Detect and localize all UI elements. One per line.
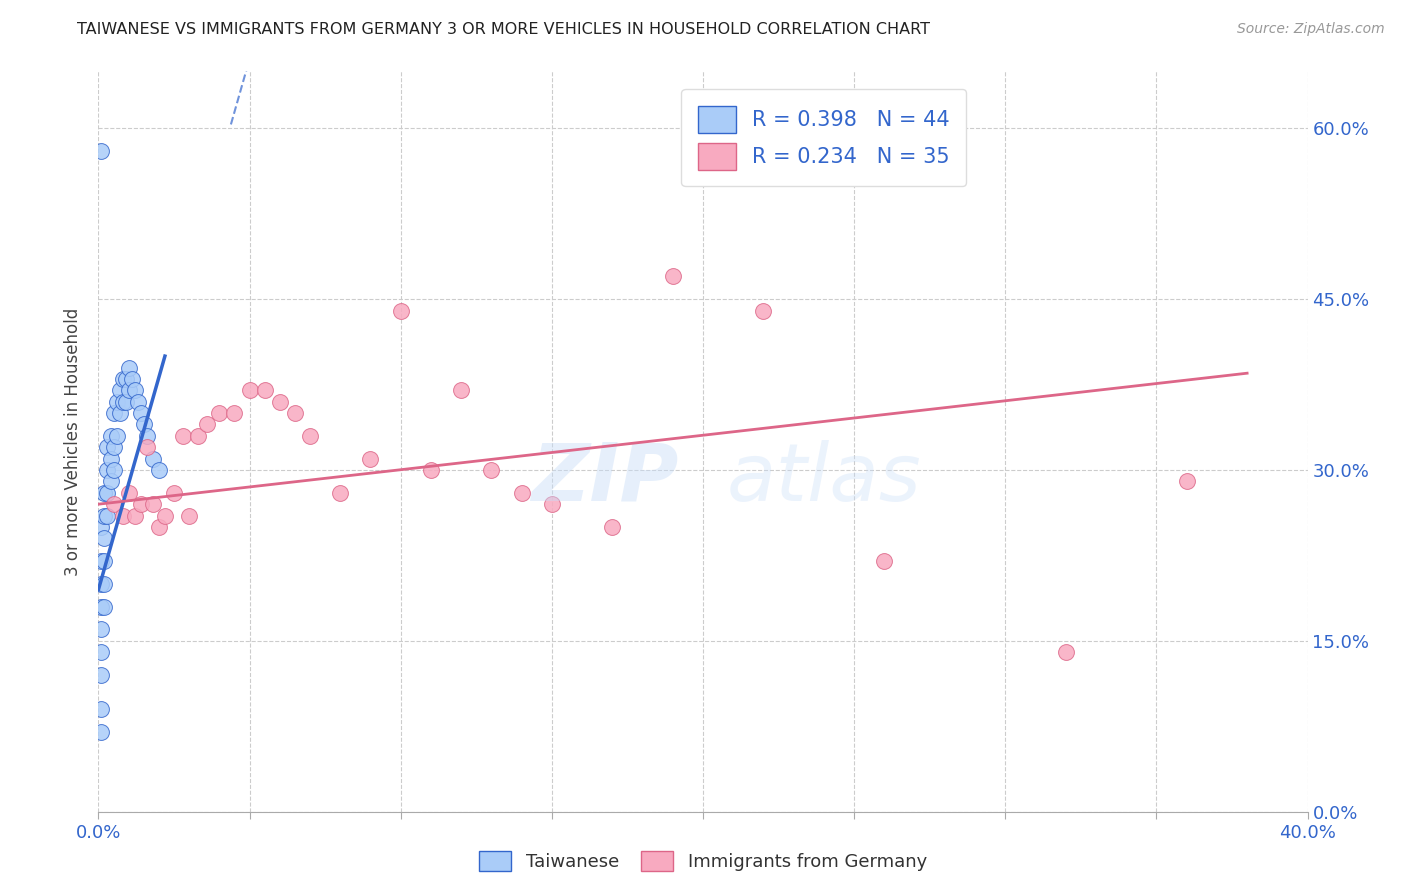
- Point: [103, 497, 125, 511]
- Point: [269, 394, 291, 409]
- Point: [111, 394, 134, 409]
- Point: [103, 406, 125, 420]
- Point: [90, 577, 112, 591]
- Point: [420, 463, 443, 477]
- Point: [90, 702, 112, 716]
- Point: [148, 463, 170, 477]
- Point: [224, 406, 246, 420]
- Point: [121, 372, 143, 386]
- Point: [93, 599, 115, 614]
- Point: [284, 406, 307, 420]
- Text: ZIP: ZIP: [531, 440, 679, 517]
- Point: [90, 645, 112, 659]
- Point: [100, 475, 122, 489]
- Text: TAIWANESE VS IMMIGRANTS FROM GERMANY 3 OR MORE VEHICLES IN HOUSEHOLD CORRELATION: TAIWANESE VS IMMIGRANTS FROM GERMANY 3 O…: [77, 22, 931, 37]
- Point: [195, 417, 218, 432]
- Point: [179, 508, 201, 523]
- Legend: R = 0.398   N = 44, R = 0.234   N = 35: R = 0.398 N = 44, R = 0.234 N = 35: [682, 89, 966, 186]
- Point: [100, 429, 122, 443]
- Point: [389, 303, 412, 318]
- Point: [752, 303, 775, 318]
- Point: [481, 463, 503, 477]
- Point: [111, 372, 134, 386]
- Point: [90, 144, 112, 158]
- Point: [172, 429, 194, 443]
- Point: [142, 451, 165, 466]
- Point: [153, 508, 176, 523]
- Point: [129, 497, 152, 511]
- Point: [93, 554, 115, 568]
- Point: [129, 406, 152, 420]
- Point: [96, 508, 118, 523]
- Point: [96, 463, 118, 477]
- Point: [93, 532, 115, 546]
- Point: [90, 668, 112, 682]
- Point: [124, 384, 146, 398]
- Point: [299, 429, 322, 443]
- Point: [118, 485, 141, 500]
- Point: [360, 451, 382, 466]
- Point: [510, 485, 533, 500]
- Point: [1175, 475, 1198, 489]
- Point: [187, 429, 209, 443]
- Point: [105, 394, 128, 409]
- Point: [93, 577, 115, 591]
- Point: [111, 508, 134, 523]
- Point: [540, 497, 562, 511]
- Point: [108, 406, 131, 420]
- Point: [114, 372, 136, 386]
- Legend: Taiwanese, Immigrants from Germany: Taiwanese, Immigrants from Germany: [472, 844, 934, 879]
- Point: [239, 384, 262, 398]
- Point: [450, 384, 472, 398]
- Point: [105, 429, 128, 443]
- Point: [124, 508, 146, 523]
- Point: [163, 485, 186, 500]
- Point: [602, 520, 624, 534]
- Point: [118, 384, 141, 398]
- Point: [208, 406, 231, 420]
- Point: [118, 360, 141, 375]
- Point: [93, 485, 115, 500]
- Point: [114, 394, 136, 409]
- Point: [661, 269, 683, 284]
- Point: [96, 485, 118, 500]
- Point: [90, 725, 112, 739]
- Point: [135, 429, 157, 443]
- Point: [329, 485, 352, 500]
- Point: [93, 508, 115, 523]
- Point: [90, 520, 112, 534]
- Point: [873, 554, 896, 568]
- Point: [100, 451, 122, 466]
- Point: [90, 599, 112, 614]
- Point: [90, 623, 112, 637]
- Point: [108, 384, 131, 398]
- Point: [96, 440, 118, 454]
- Point: [90, 554, 112, 568]
- Text: atlas: atlas: [727, 440, 922, 517]
- Point: [1054, 645, 1077, 659]
- Y-axis label: 3 or more Vehicles in Household: 3 or more Vehicles in Household: [65, 308, 83, 575]
- Point: [253, 384, 276, 398]
- Point: [148, 520, 170, 534]
- Text: Source: ZipAtlas.com: Source: ZipAtlas.com: [1237, 22, 1385, 37]
- Point: [127, 394, 149, 409]
- Point: [142, 497, 165, 511]
- Point: [103, 440, 125, 454]
- Point: [132, 417, 155, 432]
- Point: [103, 463, 125, 477]
- Point: [135, 440, 157, 454]
